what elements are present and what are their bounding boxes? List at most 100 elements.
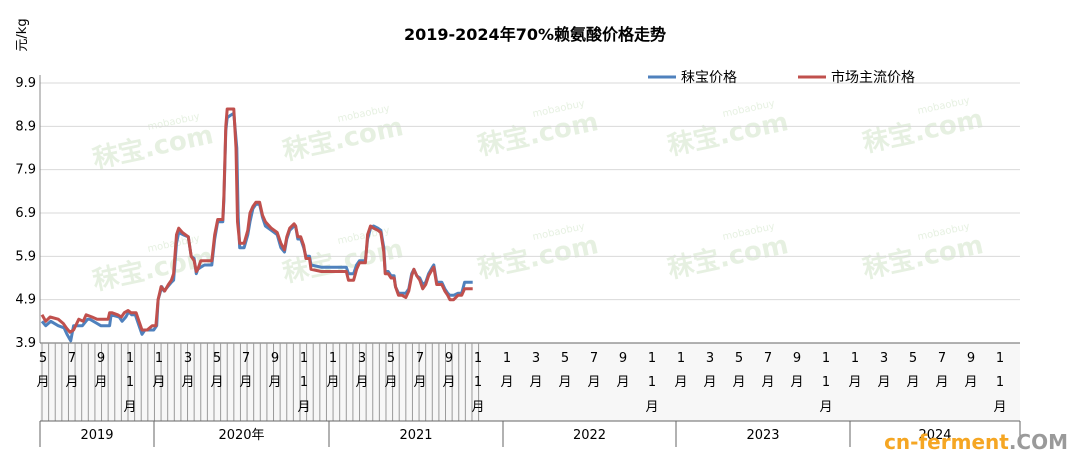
footer-brand-part1: cn-ferment <box>884 430 1009 454</box>
month-label-bottom: 月 <box>703 375 716 390</box>
footer-brand: cn-ferment.COM <box>884 430 1068 454</box>
month-label-bottom: 月 <box>500 375 513 390</box>
month-label-bottom: 月 <box>761 375 774 390</box>
series-line-2 <box>40 107 473 334</box>
month-label-top: 5 <box>561 351 569 366</box>
month-label-bottom: 月 <box>732 375 745 390</box>
month-label-bottom: 月 <box>935 375 948 390</box>
year-label: 2019 <box>80 428 113 443</box>
month-label-bottom: 月 <box>355 375 368 390</box>
y-tick-label: 7.9 <box>15 163 36 178</box>
year-label: 2022 <box>573 428 606 443</box>
x-axis-band <box>40 343 1020 421</box>
month-label-top: 7 <box>68 351 76 366</box>
month-label-bottom: 月 <box>36 375 49 390</box>
y-tick-label: 5.9 <box>15 249 36 264</box>
month-label-bottom: 月 <box>152 375 165 390</box>
month-label-top: 9 <box>793 351 801 366</box>
month-label-top: 3 <box>532 351 540 366</box>
y-axis-label: 元/kg <box>15 18 30 51</box>
month-label-top: 5 <box>213 351 221 366</box>
legend: 秣宝价格 市场主流价格 <box>648 69 915 86</box>
month-label-top: 1 <box>996 351 1004 366</box>
y-tick-label: 3.9 <box>15 336 36 351</box>
month-label-third: 月 <box>645 400 658 415</box>
month-label-top: 1 <box>822 351 830 366</box>
month-label-third: 月 <box>471 400 484 415</box>
month-label-top: 3 <box>706 351 714 366</box>
month-label-top: 3 <box>358 351 366 366</box>
month-label-top: 7 <box>764 351 772 366</box>
month-label-bottom: 月 <box>413 375 426 390</box>
month-label-bottom: 1 <box>126 375 134 390</box>
y-axis-ticks: 3.9 4.9 5.9 6.9 7.9 8.9 9.9 <box>15 76 36 351</box>
chart-title: 2019-2024年70%赖氨酸价格走势 <box>404 25 666 44</box>
month-label-third: 月 <box>993 400 1006 415</box>
x-axis: 5 月 7 月 9 月 1 1 1 月 3 月 5 月 7 月 9 月 1 1 1 月 3 月 5 月 7 月 9 月 1 1 1 月 3 月 5 月 7 月… <box>36 342 1021 447</box>
month-label-bottom: 月 <box>210 375 223 390</box>
month-label-top: 7 <box>416 351 424 366</box>
month-label-top: 1 <box>851 351 859 366</box>
month-label-bottom: 月 <box>877 375 890 390</box>
month-label-third: 月 <box>819 400 832 415</box>
month-label-top: 5 <box>735 351 743 366</box>
month-label-bottom: 月 <box>442 375 455 390</box>
footer-brand-part2: .COM <box>1009 430 1068 454</box>
month-label-bottom: 月 <box>239 375 252 390</box>
month-label-bottom: 月 <box>906 375 919 390</box>
month-label-top: 5 <box>387 351 395 366</box>
month-label-third: 月 <box>297 400 310 415</box>
year-label: 2021 <box>399 428 432 443</box>
month-label-bottom: 月 <box>964 375 977 390</box>
month-label-top: 1 <box>126 351 134 366</box>
svg-text:cn-ferment.COM: cn-ferment.COM <box>884 430 1068 454</box>
month-label-bottom: 月 <box>268 375 281 390</box>
month-label-top: 9 <box>97 351 105 366</box>
y-tick-label: 9.9 <box>15 76 36 91</box>
month-label-top: 3 <box>880 351 888 366</box>
month-label-top: 1 <box>474 351 482 366</box>
month-label-top: 9 <box>619 351 627 366</box>
y-tick-label: 8.9 <box>15 119 36 134</box>
month-label-bottom: 1 <box>822 375 830 390</box>
month-label-top: 1 <box>677 351 685 366</box>
month-label-bottom: 月 <box>384 375 397 390</box>
month-label-bottom: 月 <box>790 375 803 390</box>
month-label-top: 5 <box>909 351 917 366</box>
month-label-top: 7 <box>242 351 250 366</box>
year-label: 2024 <box>918 428 951 443</box>
month-label-top: 5 <box>39 351 47 366</box>
y-tick-label: 4.9 <box>15 293 36 308</box>
year-label: 2023 <box>746 428 779 443</box>
month-label-top: 1 <box>329 351 337 366</box>
month-label-top: 3 <box>184 351 192 366</box>
month-label-third: 月 <box>123 400 136 415</box>
series-layer <box>40 107 473 343</box>
month-label-top: 9 <box>967 351 975 366</box>
month-label-bottom: 月 <box>674 375 687 390</box>
month-label-bottom: 月 <box>558 375 571 390</box>
month-label-top: 9 <box>445 351 453 366</box>
month-label-bottom: 月 <box>326 375 339 390</box>
month-label-bottom: 月 <box>65 375 78 390</box>
year-label: 2020年 <box>218 428 264 443</box>
legend-label-series-1: 秣宝价格 <box>681 69 737 86</box>
month-label-top: 9 <box>271 351 279 366</box>
legend-label-series-2: 市场主流价格 <box>831 69 915 86</box>
month-label-top: 7 <box>590 351 598 366</box>
y-tick-label: 6.9 <box>15 206 36 221</box>
month-label-bottom: 1 <box>300 375 308 390</box>
month-label-top: 7 <box>938 351 946 366</box>
month-label-bottom: 1 <box>474 375 482 390</box>
month-label-top: 1 <box>155 351 163 366</box>
month-label-bottom: 月 <box>848 375 861 390</box>
month-label-bottom: 月 <box>529 375 542 390</box>
